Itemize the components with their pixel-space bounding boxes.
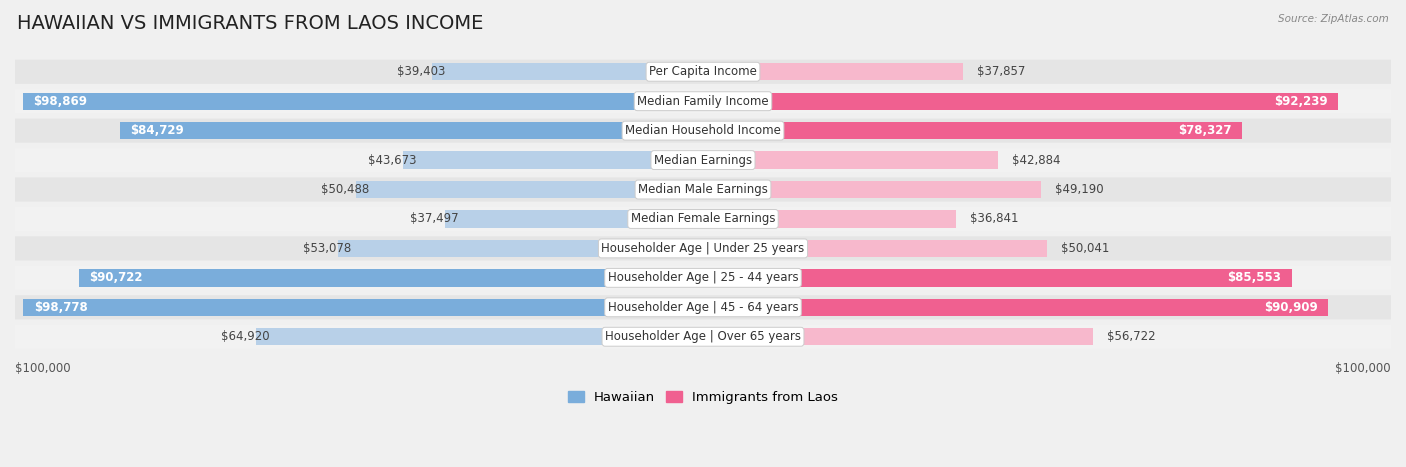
FancyBboxPatch shape xyxy=(15,177,1391,202)
FancyBboxPatch shape xyxy=(15,295,1391,319)
Bar xyxy=(24,298,703,316)
FancyBboxPatch shape xyxy=(15,119,1391,143)
Bar xyxy=(256,328,703,346)
Bar xyxy=(703,240,1047,257)
Bar xyxy=(703,328,1094,346)
Legend: Hawaiian, Immigrants from Laos: Hawaiian, Immigrants from Laos xyxy=(562,386,844,410)
Bar xyxy=(446,210,703,227)
Bar xyxy=(703,122,1241,139)
Text: $56,722: $56,722 xyxy=(1107,330,1156,343)
Text: Median Household Income: Median Household Income xyxy=(626,124,780,137)
FancyBboxPatch shape xyxy=(15,236,1391,261)
Bar xyxy=(22,92,703,110)
Bar xyxy=(703,63,963,80)
Text: Median Family Income: Median Family Income xyxy=(637,95,769,108)
Text: $36,841: $36,841 xyxy=(970,212,1019,226)
Text: Source: ZipAtlas.com: Source: ZipAtlas.com xyxy=(1278,14,1389,24)
Text: Per Capita Income: Per Capita Income xyxy=(650,65,756,78)
Bar xyxy=(703,181,1042,198)
Text: $42,884: $42,884 xyxy=(1012,154,1060,167)
Bar xyxy=(703,92,1337,110)
Text: $90,909: $90,909 xyxy=(1264,301,1319,314)
Text: $100,000: $100,000 xyxy=(1336,362,1391,375)
Text: $90,722: $90,722 xyxy=(89,271,142,284)
Text: $39,403: $39,403 xyxy=(398,65,446,78)
Text: Median Male Earnings: Median Male Earnings xyxy=(638,183,768,196)
Bar xyxy=(337,240,703,257)
Text: HAWAIIAN VS IMMIGRANTS FROM LAOS INCOME: HAWAIIAN VS IMMIGRANTS FROM LAOS INCOME xyxy=(17,14,484,33)
FancyBboxPatch shape xyxy=(15,60,1391,84)
FancyBboxPatch shape xyxy=(15,207,1391,231)
Text: $64,920: $64,920 xyxy=(222,330,270,343)
Text: Householder Age | Under 25 years: Householder Age | Under 25 years xyxy=(602,242,804,255)
Bar xyxy=(703,298,1329,316)
FancyBboxPatch shape xyxy=(15,266,1391,290)
Text: $53,078: $53,078 xyxy=(304,242,352,255)
Text: $78,327: $78,327 xyxy=(1178,124,1232,137)
Bar xyxy=(703,210,956,227)
Text: Median Earnings: Median Earnings xyxy=(654,154,752,167)
Text: Householder Age | 25 - 44 years: Householder Age | 25 - 44 years xyxy=(607,271,799,284)
Text: $49,190: $49,190 xyxy=(1054,183,1104,196)
FancyBboxPatch shape xyxy=(15,89,1391,113)
Bar xyxy=(703,151,998,169)
Bar xyxy=(120,122,703,139)
Text: $37,497: $37,497 xyxy=(411,212,458,226)
FancyBboxPatch shape xyxy=(15,148,1391,172)
Bar xyxy=(79,269,703,287)
Text: $92,239: $92,239 xyxy=(1274,95,1327,108)
Text: $100,000: $100,000 xyxy=(15,362,70,375)
Text: $50,488: $50,488 xyxy=(321,183,370,196)
Bar xyxy=(402,151,703,169)
Bar xyxy=(432,63,703,80)
Text: $98,869: $98,869 xyxy=(34,95,87,108)
Text: $85,553: $85,553 xyxy=(1227,271,1281,284)
Text: Median Female Earnings: Median Female Earnings xyxy=(631,212,775,226)
Bar xyxy=(703,269,1292,287)
Bar xyxy=(356,181,703,198)
Text: $98,778: $98,778 xyxy=(34,301,87,314)
Text: $50,041: $50,041 xyxy=(1062,242,1109,255)
Text: $43,673: $43,673 xyxy=(368,154,416,167)
Text: $37,857: $37,857 xyxy=(977,65,1025,78)
Text: Householder Age | 45 - 64 years: Householder Age | 45 - 64 years xyxy=(607,301,799,314)
Text: $84,729: $84,729 xyxy=(131,124,184,137)
FancyBboxPatch shape xyxy=(15,325,1391,349)
Text: Householder Age | Over 65 years: Householder Age | Over 65 years xyxy=(605,330,801,343)
